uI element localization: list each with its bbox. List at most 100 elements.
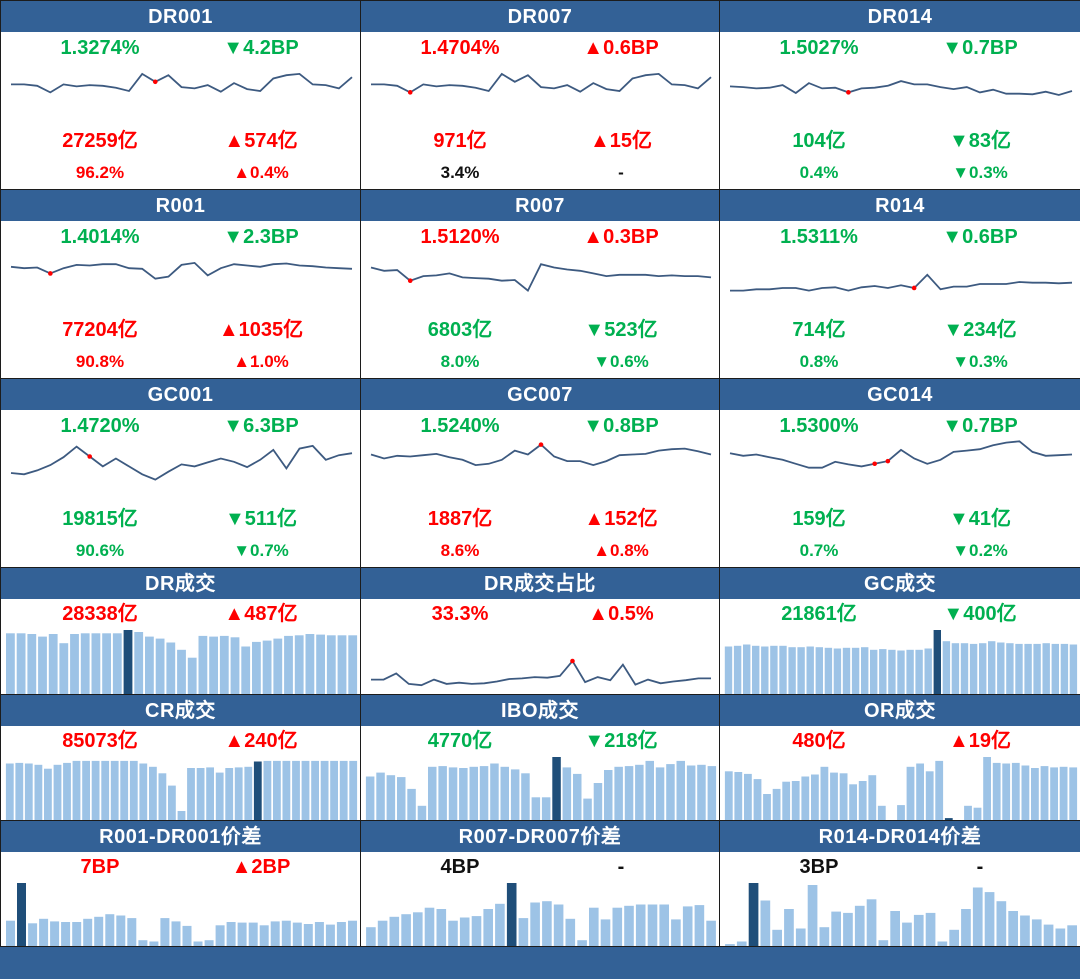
bar	[413, 912, 423, 946]
series-line	[371, 659, 711, 687]
panel-7: GC007 1.5240% ▼0.8BP 1887亿 ▲152亿 8.6% ▲0.8%	[360, 378, 720, 568]
bar	[997, 642, 1005, 694]
peak-marker	[407, 278, 413, 283]
value-row-0: 1.3274%	[60, 37, 140, 59]
value-row-2: 0.8%	[799, 352, 839, 371]
value-row-0: 21861亿	[781, 603, 857, 625]
bar	[177, 811, 186, 820]
change-row-2: ▼0.3%	[952, 352, 1008, 371]
change-row-2: ▲0.4%	[233, 163, 289, 182]
bar	[53, 764, 62, 820]
bar	[830, 772, 838, 820]
bar	[377, 920, 388, 946]
bar	[38, 636, 47, 694]
bar-current	[748, 883, 759, 946]
bar	[521, 773, 530, 820]
bar	[979, 643, 987, 694]
bar	[1002, 763, 1011, 820]
bar	[219, 635, 229, 694]
value-row-0: 85073亿	[62, 730, 138, 752]
change-row-0: ▲2BP	[231, 856, 291, 878]
bar	[59, 643, 69, 694]
bar	[686, 765, 696, 820]
bar	[961, 909, 971, 946]
peak-marker	[87, 454, 92, 459]
change-row-0: ▲0.3BP	[583, 226, 659, 248]
bar	[129, 760, 138, 820]
bar	[177, 649, 186, 694]
bar	[1051, 643, 1059, 694]
value-row-1: 27259亿	[62, 130, 138, 152]
bar	[339, 760, 348, 820]
bar	[915, 649, 923, 694]
value-row-0: 33.3%	[431, 603, 489, 625]
change-row-0: ▼400亿	[943, 603, 1017, 625]
bar	[937, 941, 948, 946]
bar	[469, 766, 478, 820]
value-row-2: 0.4%	[799, 163, 839, 182]
bar	[281, 920, 291, 946]
bar	[483, 909, 493, 946]
bar	[263, 760, 272, 820]
bar	[788, 647, 796, 694]
bar	[831, 911, 841, 946]
bar	[782, 781, 791, 820]
bar	[565, 918, 576, 946]
panel-15: R001-DR001价差 7BP ▲2BP	[0, 820, 361, 947]
bar	[811, 774, 819, 820]
bar	[234, 767, 243, 820]
bar	[94, 916, 104, 946]
panel-6: GC001 1.4720% ▼6.3BP 19815亿 ▼511亿 90.6% ▼0.7%	[0, 378, 361, 568]
bar	[61, 922, 71, 946]
bar	[843, 912, 853, 946]
bar	[753, 779, 762, 820]
value-row-2: 8.6%	[440, 541, 480, 560]
bar	[366, 927, 376, 946]
bar	[935, 760, 944, 820]
bar	[697, 764, 706, 820]
value-row-0: 4BP	[440, 856, 480, 878]
value-row-0: 1.5311%	[780, 226, 858, 248]
change-row-0: ▼0.8BP	[583, 415, 659, 437]
bar	[5, 763, 14, 820]
bar	[149, 941, 159, 946]
bar	[795, 928, 806, 946]
change-row-0: -	[976, 856, 984, 878]
change-row-1: ▼523亿	[584, 319, 658, 341]
bar	[724, 771, 733, 820]
value-row-1: 104亿	[792, 130, 846, 152]
change-row-0: ▼6.3BP	[223, 415, 299, 437]
value-row-2: 90.6%	[75, 541, 125, 560]
bar	[273, 760, 281, 820]
panel-title: R007-DR007价差	[361, 821, 719, 852]
bar	[1050, 767, 1058, 820]
sparkline-chart	[725, 883, 1077, 946]
change-row-0: ▼2.3BP	[223, 226, 299, 248]
bar	[193, 941, 203, 946]
bar	[325, 924, 335, 946]
value-row-0: 480亿	[792, 730, 846, 752]
sparkline-chart	[365, 757, 717, 820]
bar	[851, 647, 860, 694]
bar	[807, 885, 818, 946]
bar	[707, 766, 717, 820]
change-row-0: ▲240亿	[224, 730, 298, 752]
peak-marker	[48, 271, 53, 276]
bar	[50, 921, 60, 946]
panel-title: OR成交	[720, 695, 1080, 726]
bar	[248, 922, 258, 946]
bar	[530, 902, 540, 946]
bar	[407, 788, 416, 820]
panel-title: GC014	[720, 379, 1080, 410]
bar	[724, 646, 733, 694]
value-row-0: 1.4720%	[60, 415, 140, 437]
bar	[1055, 928, 1066, 946]
bar	[1043, 924, 1054, 946]
bar	[292, 760, 300, 820]
bar	[116, 915, 126, 946]
bar	[964, 805, 972, 820]
value-row-2: 8.0%	[440, 352, 480, 371]
panel-title: DR007	[361, 1, 719, 32]
bar	[647, 904, 658, 946]
series-line	[10, 261, 353, 280]
